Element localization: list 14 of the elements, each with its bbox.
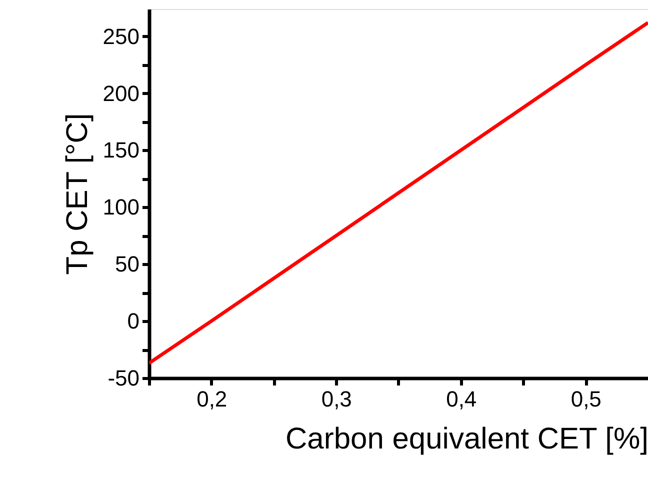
line-series [149, 20, 648, 365]
y-tick-label: -50 [108, 366, 140, 390]
x-tick-label: 0,4 [446, 386, 477, 412]
y-tick-label: 150 [102, 138, 140, 163]
x-axis-title: Carbon equivalent CET [%] [286, 422, 648, 456]
x-tick-label: 0,5 [570, 386, 602, 412]
y-axis-title: Tp CET [°C] [60, 113, 94, 275]
y-tick-label: 0 [127, 308, 140, 334]
y-tick-label: 100 [102, 194, 140, 220]
x-tick-label: 0,2 [196, 386, 228, 412]
x-tick-label: 0,3 [321, 386, 352, 412]
y-tick-label: 200 [102, 80, 140, 106]
y-tick-label: 250 [102, 24, 140, 49]
y-tick-label: 50 [115, 252, 140, 277]
